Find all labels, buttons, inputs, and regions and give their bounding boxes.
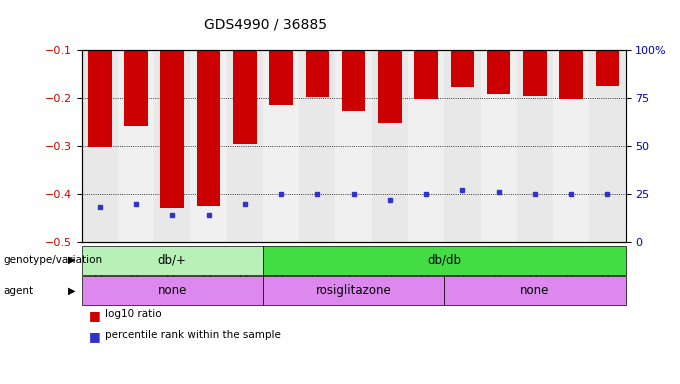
Bar (299, 50, 335, 242)
Bar (481, 50, 517, 242)
Text: none: none (158, 285, 187, 297)
Bar (523, 50, 547, 96)
Bar (414, 50, 438, 99)
Bar (444, 50, 481, 242)
Text: db/db: db/db (427, 254, 461, 266)
Bar (154, 50, 190, 242)
Bar (263, 276, 444, 305)
Bar (487, 50, 511, 94)
Bar (553, 50, 590, 242)
Bar (378, 50, 402, 123)
Text: genotype/variation: genotype/variation (3, 255, 103, 265)
Text: db/+: db/+ (158, 254, 187, 266)
Text: percentile rank within the sample: percentile rank within the sample (105, 330, 282, 340)
Text: GDS4990 / 36885: GDS4990 / 36885 (204, 17, 327, 31)
Text: ▶: ▶ (67, 255, 75, 265)
Bar (372, 50, 408, 242)
Bar (124, 50, 148, 126)
Bar (269, 50, 293, 105)
Bar (305, 50, 329, 97)
Bar (118, 50, 154, 242)
Text: ■: ■ (88, 309, 100, 322)
Text: rosiglitazone: rosiglitazone (316, 285, 392, 297)
Bar (233, 50, 256, 144)
Bar (517, 50, 553, 242)
Bar (560, 50, 583, 99)
Bar (263, 246, 626, 275)
Bar (190, 50, 226, 242)
Bar (82, 50, 118, 242)
Bar (263, 50, 299, 242)
Bar (335, 50, 372, 242)
Text: log10 ratio: log10 ratio (105, 309, 162, 319)
Bar (82, 246, 263, 275)
Bar (226, 50, 263, 242)
Bar (444, 276, 626, 305)
Bar (197, 50, 220, 206)
Bar (82, 276, 263, 305)
Bar (88, 50, 112, 147)
Bar (590, 50, 626, 242)
Text: none: none (520, 285, 549, 297)
Text: ■: ■ (88, 330, 100, 343)
Text: agent: agent (3, 286, 33, 296)
Bar (408, 50, 444, 242)
Bar (342, 50, 365, 111)
Bar (451, 50, 474, 88)
Bar (160, 50, 184, 209)
Bar (596, 50, 619, 86)
Text: ▶: ▶ (67, 286, 75, 296)
